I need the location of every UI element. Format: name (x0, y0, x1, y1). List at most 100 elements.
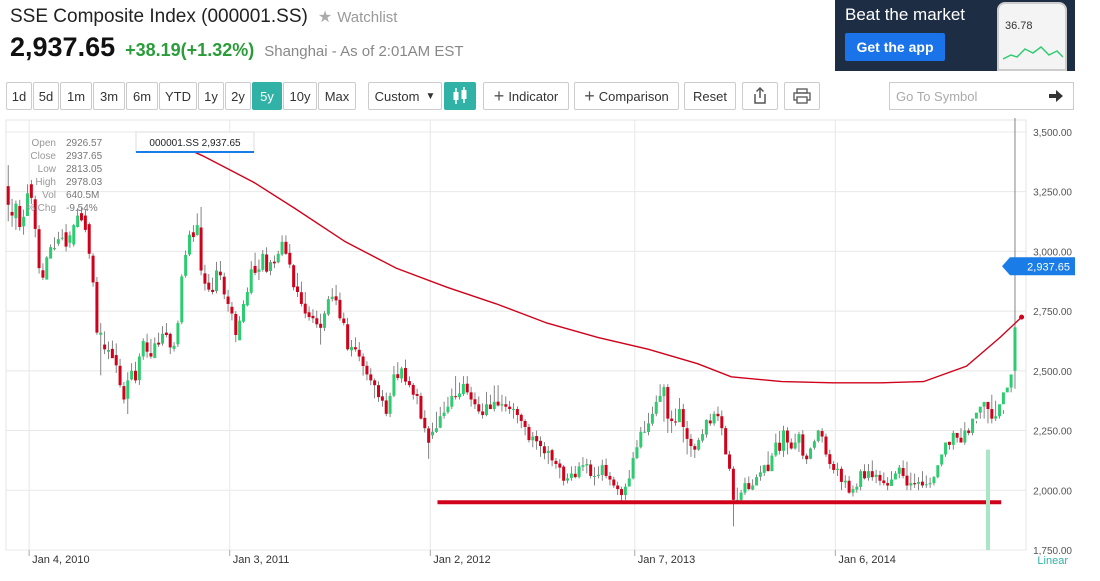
candle (531, 436, 535, 441)
candle (1001, 392, 1005, 405)
go-to-symbol-input[interactable] (890, 83, 1038, 109)
chart-grid (5, 119, 1027, 551)
candle (924, 484, 928, 486)
candle (546, 450, 550, 454)
candle (581, 465, 585, 467)
candle (689, 438, 693, 447)
candle (215, 270, 219, 292)
candle (33, 199, 37, 229)
candle (504, 404, 508, 407)
candle (623, 486, 627, 496)
range-button-1m[interactable]: 1m (60, 82, 92, 110)
candle (195, 225, 199, 236)
ohlc-label: Close (30, 151, 56, 162)
chevron-down-icon: ▼ (425, 90, 436, 102)
candle (998, 404, 1002, 417)
y-tick-label: 2,000.00 (1033, 486, 1072, 497)
candle (728, 454, 732, 469)
candle (384, 400, 388, 414)
last-volume-bar (986, 449, 990, 550)
reset-button[interactable]: Reset (684, 82, 736, 110)
candle (774, 442, 778, 456)
candle (18, 206, 22, 228)
candle (577, 466, 581, 478)
candle (64, 232, 68, 247)
x-tick-label: Jan 6, 2014 (838, 554, 896, 566)
candle (612, 479, 616, 486)
candle (523, 421, 527, 427)
candle (257, 269, 261, 272)
candle (411, 384, 415, 395)
candle (535, 436, 539, 442)
candle (620, 489, 624, 496)
candle (874, 474, 878, 477)
range-button-1y[interactable]: 1y (198, 82, 224, 110)
candle (539, 440, 543, 447)
plus-icon: + (493, 85, 505, 106)
range-button-10y[interactable]: 10y (283, 82, 317, 110)
custom-range-dropdown[interactable]: Custom ▼ (368, 82, 442, 110)
candle (793, 442, 797, 449)
print-button[interactable] (784, 82, 820, 110)
x-tick-label: Jan 7, 2013 (638, 554, 696, 566)
share-button[interactable] (742, 82, 778, 110)
ohlc-value: 640.5M (66, 190, 99, 201)
candle (477, 404, 481, 412)
ohlc-value: 2937.65 (66, 151, 103, 162)
candle (662, 387, 666, 397)
candle (720, 416, 724, 429)
candle (87, 224, 91, 254)
candle (647, 423, 651, 432)
candle (847, 480, 851, 493)
ad-title: Beat the market (845, 5, 966, 24)
candlestick-chart-type-button[interactable] (444, 82, 476, 110)
price-chart[interactable]: Jan 4, 2010 Jan 3, 2011 Jan 2, 2012 Jan 7, … (0, 118, 1100, 576)
candle (369, 374, 373, 381)
y-tick-label: 3,500.00 (1033, 128, 1072, 139)
watchlist-button[interactable]: ★ Watchlist (318, 7, 398, 27)
candle (226, 296, 230, 304)
candle (542, 446, 546, 454)
candle (704, 419, 708, 435)
candle (392, 374, 396, 396)
range-button-5d[interactable]: 5d (33, 82, 59, 110)
candle (473, 399, 477, 405)
range-button-3m[interactable]: 3m (93, 82, 125, 110)
candle (357, 349, 361, 357)
candle (589, 464, 593, 476)
share-icon (754, 87, 766, 104)
candle (377, 385, 381, 398)
ohlc-value: 2978.03 (66, 177, 103, 188)
range-button-5y[interactable]: 5y (252, 82, 282, 110)
range-button-6m[interactable]: 6m (126, 82, 158, 110)
candle (330, 296, 334, 299)
candle (442, 412, 446, 416)
candle (670, 418, 674, 421)
candle (303, 303, 307, 314)
range-button-2y[interactable]: 2y (225, 82, 251, 110)
range-button-max[interactable]: Max (318, 82, 356, 110)
app-ad-banner[interactable]: Beat the market Get the app 36.78 (835, 0, 1075, 71)
candle (751, 485, 755, 490)
comparison-button[interactable]: + Comparison (574, 82, 679, 110)
go-button[interactable] (1038, 83, 1073, 109)
watchlist-label: Watchlist (337, 8, 398, 26)
candle (955, 432, 959, 438)
quote-timestamp: Shanghai - As of 2:01AM EST (264, 43, 464, 60)
get-app-button[interactable]: Get the app (845, 33, 945, 61)
candle (29, 184, 33, 198)
candlestick-chart[interactable]: Jan 4, 2010 Jan 3, 2011 Jan 2, 2012 Jan 7, … (0, 118, 1100, 576)
range-button-1d[interactable]: 1d (6, 82, 32, 110)
candle (431, 431, 435, 436)
price-change-percent: (+1.32%) (180, 40, 255, 60)
candle (650, 413, 654, 424)
candle (380, 396, 384, 401)
candle (515, 409, 519, 416)
range-button-ytd[interactable]: YTD (159, 82, 197, 110)
candle (747, 483, 751, 490)
x-tick-label: Jan 2, 2012 (433, 554, 491, 566)
candle (326, 299, 330, 315)
indicator-button[interactable]: + Indicator (483, 82, 569, 110)
candle (994, 416, 998, 419)
candle (782, 430, 786, 451)
